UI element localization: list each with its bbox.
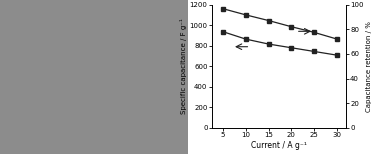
Y-axis label: Capacitance retention / %: Capacitance retention / % [366,21,372,112]
X-axis label: Current / A g⁻¹: Current / A g⁻¹ [251,141,307,150]
Y-axis label: Specific capacitance / F g⁻¹: Specific capacitance / F g⁻¹ [180,18,187,114]
